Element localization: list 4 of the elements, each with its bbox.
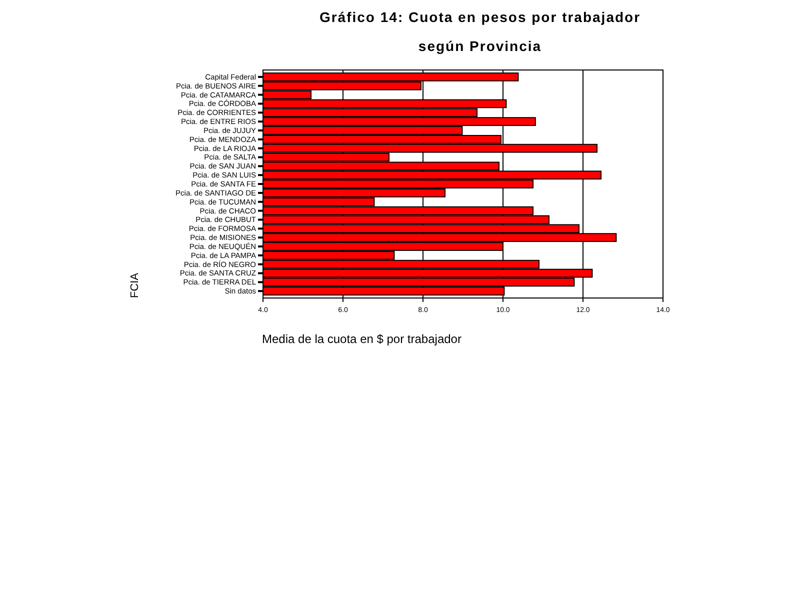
- x-axis-title: Media de la cuota en $ por trabajador: [262, 332, 462, 346]
- chart-title: Gráfico 14: Cuota en pesos por trabajador: [319, 9, 641, 25]
- chart-subtitle: según Provincia: [418, 38, 542, 54]
- y-axis-title: FCIA: [129, 272, 141, 298]
